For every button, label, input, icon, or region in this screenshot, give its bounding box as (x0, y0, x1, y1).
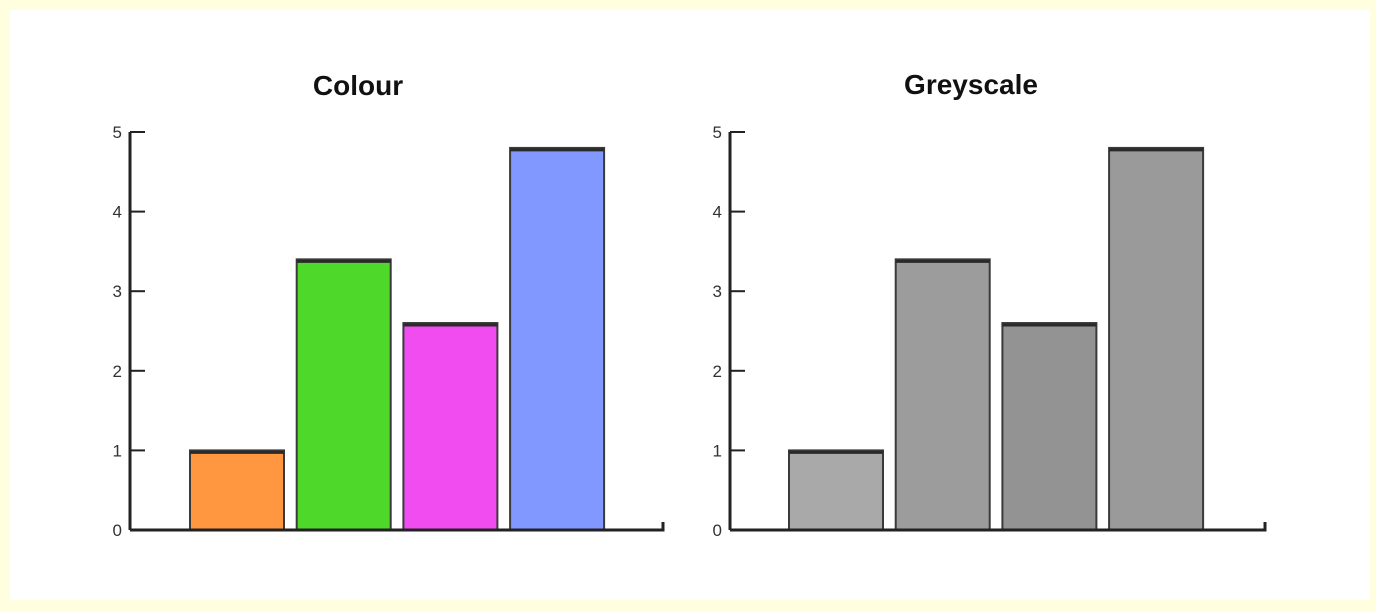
greyscale-chart: Greyscale 0 1 2 3 4 5 (713, 69, 1267, 540)
y-tick-label: 2 (113, 362, 122, 381)
bar-3 (1001, 322, 1098, 532)
bar-2 (894, 258, 991, 531)
chart-title: Greyscale (904, 69, 1038, 100)
colour-chart: Colour 0 1 2 3 4 5 (113, 70, 665, 540)
x-axis (130, 522, 665, 532)
bar-2 (295, 258, 392, 531)
y-tick-label: 4 (713, 203, 722, 222)
bar-1 (189, 449, 285, 531)
y-tick-label: 2 (713, 362, 722, 381)
bar-3 (402, 322, 499, 532)
y-tick-label: 1 (713, 441, 722, 460)
bar-4 (1108, 146, 1205, 531)
y-tick-label: 5 (113, 123, 122, 142)
y-tick-label: 3 (713, 282, 722, 301)
y-tick-label: 0 (713, 521, 722, 540)
y-tick-label: 4 (113, 203, 122, 222)
x-axis (730, 522, 1267, 532)
y-tick-label: 1 (113, 441, 122, 460)
chart-title: Colour (313, 70, 403, 101)
y-tick-label: 5 (713, 123, 722, 142)
bar-4 (509, 146, 606, 531)
bar-1 (788, 449, 884, 531)
y-tick-label: 3 (113, 282, 122, 301)
y-tick-label: 0 (113, 521, 122, 540)
